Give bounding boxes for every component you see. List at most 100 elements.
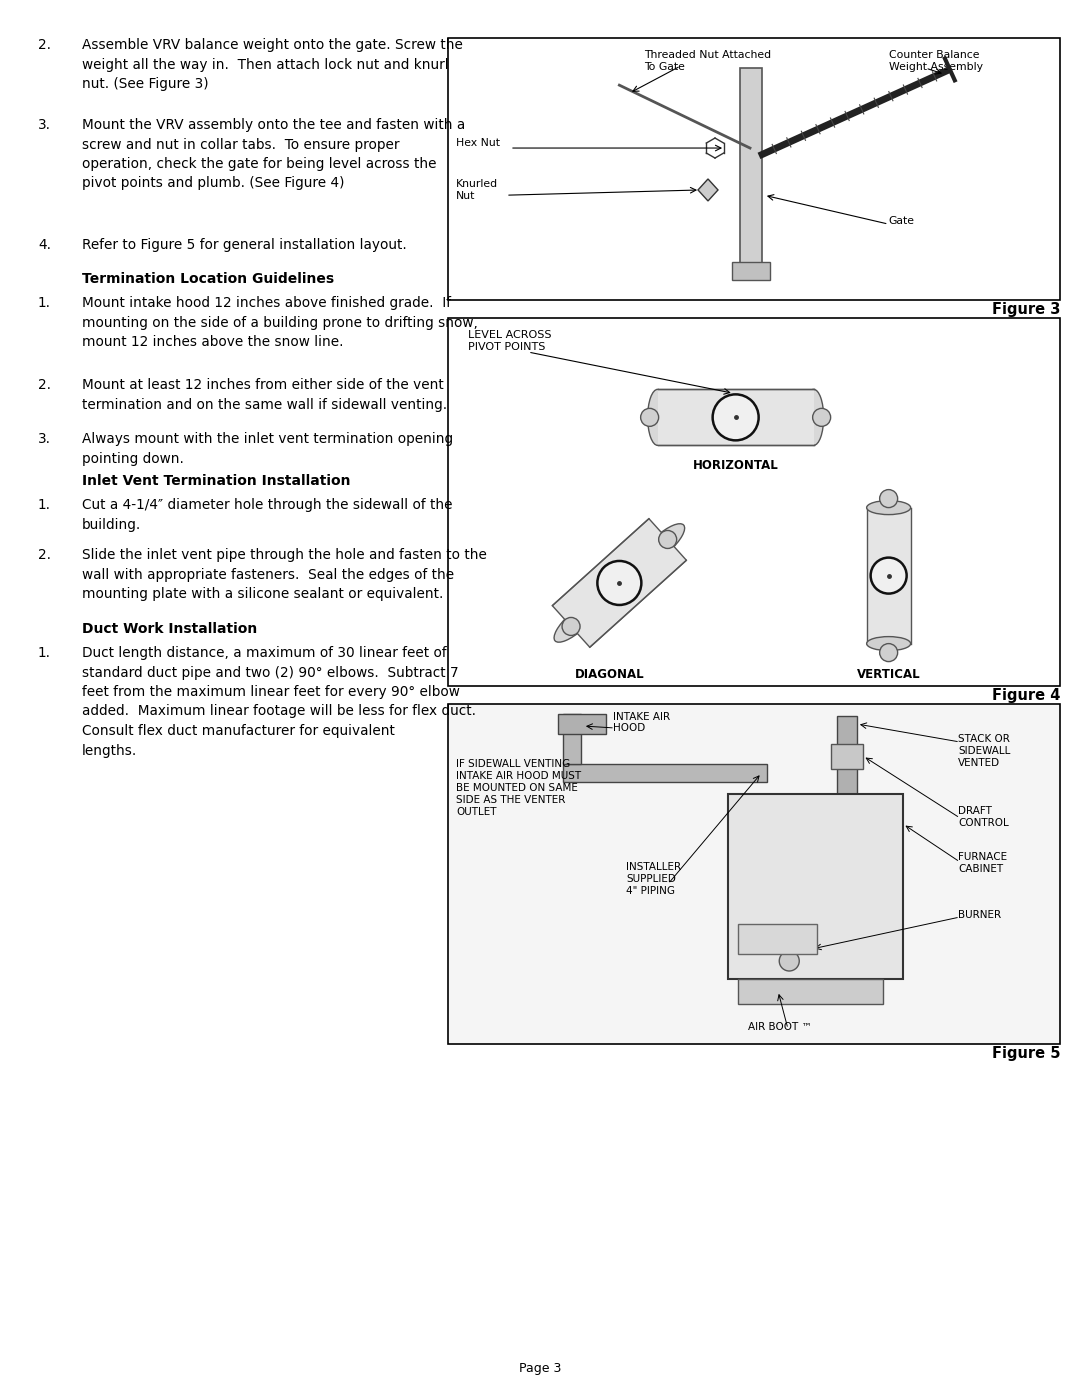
Text: Figure 3: Figure 3 <box>991 302 1059 317</box>
Bar <box>866 507 910 644</box>
Bar <box>563 714 581 764</box>
Bar <box>448 319 1059 686</box>
Text: SIDEWALL: SIDEWALL <box>958 746 1011 756</box>
Text: Figure 4: Figure 4 <box>991 687 1059 703</box>
Text: pointing down.: pointing down. <box>82 451 184 465</box>
Text: Duct length distance, a maximum of 30 linear feet of: Duct length distance, a maximum of 30 li… <box>82 645 447 659</box>
Text: VENTED: VENTED <box>958 759 1000 768</box>
Bar <box>738 979 883 1004</box>
Text: VERTICAL: VERTICAL <box>856 668 920 680</box>
Text: BE MOUNTED ON SAME: BE MOUNTED ON SAME <box>456 782 578 793</box>
Circle shape <box>597 562 642 605</box>
Bar <box>728 793 903 979</box>
Circle shape <box>713 394 758 440</box>
Ellipse shape <box>804 390 824 446</box>
Text: 2.: 2. <box>38 548 51 562</box>
Circle shape <box>562 617 580 636</box>
Circle shape <box>659 531 677 549</box>
Text: Duct Work Installation: Duct Work Installation <box>82 622 257 636</box>
Text: mount 12 inches above the snow line.: mount 12 inches above the snow line. <box>82 335 343 349</box>
Polygon shape <box>698 179 718 201</box>
Text: PIVOT POINTS: PIVOT POINTS <box>468 342 545 352</box>
Text: added.  Maximum linear footage will be less for flex duct.: added. Maximum linear footage will be le… <box>82 704 476 718</box>
Text: 1.: 1. <box>38 645 51 659</box>
Text: Always mount with the inlet vent termination opening: Always mount with the inlet vent termina… <box>82 432 454 446</box>
Text: CONTROL: CONTROL <box>958 819 1009 828</box>
Text: LEVEL ACROSS: LEVEL ACROSS <box>468 330 552 339</box>
Text: mounting on the side of a building prone to drifting snow,: mounting on the side of a building prone… <box>82 316 477 330</box>
Text: 3.: 3. <box>38 117 51 131</box>
Ellipse shape <box>648 390 667 446</box>
Text: Gate: Gate <box>889 217 915 226</box>
Text: pivot points and plumb. (See Figure 4): pivot points and plumb. (See Figure 4) <box>82 176 345 190</box>
Text: Assemble VRV balance weight onto the gate. Screw the: Assemble VRV balance weight onto the gat… <box>82 38 463 52</box>
Text: mounting plate with a silicone sealant or equivalent.: mounting plate with a silicone sealant o… <box>82 587 444 601</box>
Text: To Gate: To Gate <box>644 61 685 73</box>
Text: Threaded Nut Attached: Threaded Nut Attached <box>644 50 771 60</box>
Ellipse shape <box>866 500 910 514</box>
Ellipse shape <box>642 524 685 564</box>
Bar <box>563 764 767 782</box>
Bar <box>448 704 1059 1044</box>
Text: 4" PIPING: 4" PIPING <box>626 886 675 895</box>
Text: Cut a 4-1/4″ diameter hole through the sidewall of the: Cut a 4-1/4″ diameter hole through the s… <box>82 497 453 511</box>
Text: 4.: 4. <box>38 237 51 251</box>
Bar <box>658 390 813 446</box>
Ellipse shape <box>866 637 910 651</box>
Bar <box>831 745 863 768</box>
Text: operation, check the gate for being level across the: operation, check the gate for being leve… <box>82 156 436 170</box>
Text: screw and nut in collar tabs.  To ensure proper: screw and nut in collar tabs. To ensure … <box>82 137 400 151</box>
Bar <box>558 714 606 733</box>
Circle shape <box>870 557 906 594</box>
Circle shape <box>879 644 897 662</box>
Bar <box>837 717 858 793</box>
Bar <box>738 923 816 954</box>
Text: Refer to Figure 5 for general installation layout.: Refer to Figure 5 for general installati… <box>82 237 407 251</box>
Polygon shape <box>552 518 687 647</box>
Circle shape <box>879 489 897 507</box>
Text: 3.: 3. <box>38 432 51 446</box>
Text: HOOD: HOOD <box>613 724 645 733</box>
Text: Inlet Vent Termination Installation: Inlet Vent Termination Installation <box>82 474 351 488</box>
Text: lengths.: lengths. <box>82 743 137 757</box>
Text: INSTALLER: INSTALLER <box>626 862 681 872</box>
Text: wall with appropriate fasteners.  Seal the edges of the: wall with appropriate fasteners. Seal th… <box>82 567 454 581</box>
Text: 2.: 2. <box>38 38 51 52</box>
Text: INTAKE AIR: INTAKE AIR <box>613 712 670 722</box>
Text: Consult flex duct manufacturer for equivalent: Consult flex duct manufacturer for equiv… <box>82 724 395 738</box>
Text: Slide the inlet vent pipe through the hole and fasten to the: Slide the inlet vent pipe through the ho… <box>82 548 487 562</box>
Bar <box>740 68 762 279</box>
Text: 1.: 1. <box>38 497 51 511</box>
Text: building.: building. <box>82 517 141 531</box>
Text: Nut: Nut <box>456 191 475 201</box>
Text: SUPPLIED: SUPPLIED <box>626 875 676 884</box>
Text: Counter Balance: Counter Balance <box>889 50 980 60</box>
Text: 1.: 1. <box>38 296 51 310</box>
Text: DIAGONAL: DIAGONAL <box>575 668 644 680</box>
Text: IF SIDEWALL VENTING: IF SIDEWALL VENTING <box>456 759 570 768</box>
Circle shape <box>640 408 659 426</box>
Circle shape <box>780 951 799 971</box>
Text: standard duct pipe and two (2) 90° elbows.  Subtract 7: standard duct pipe and two (2) 90° elbow… <box>82 665 459 679</box>
Text: Hex Nut: Hex Nut <box>456 137 500 148</box>
Text: FURNACE: FURNACE <box>958 852 1008 862</box>
Text: Mount the VRV assembly onto the tee and fasten with a: Mount the VRV assembly onto the tee and … <box>82 117 465 131</box>
Text: BURNER: BURNER <box>958 909 1001 921</box>
Ellipse shape <box>554 602 597 643</box>
Text: termination and on the same wall if sidewall venting.: termination and on the same wall if side… <box>82 398 447 412</box>
Text: Page 3: Page 3 <box>518 1362 562 1375</box>
Text: STACK OR: STACK OR <box>958 733 1010 745</box>
Text: 2.: 2. <box>38 379 51 393</box>
Text: Weight Assembly: Weight Assembly <box>889 61 983 73</box>
Text: OUTLET: OUTLET <box>456 807 497 817</box>
Text: Figure 5: Figure 5 <box>991 1046 1059 1060</box>
Text: Knurled: Knurled <box>456 179 498 190</box>
Text: HORIZONTAL: HORIZONTAL <box>692 460 779 472</box>
Bar <box>448 38 1059 300</box>
Text: Mount intake hood 12 inches above finished grade.  If: Mount intake hood 12 inches above finish… <box>82 296 451 310</box>
Text: AIR BOOT ™: AIR BOOT ™ <box>748 1023 812 1032</box>
Bar <box>732 263 770 279</box>
Text: nut. (See Figure 3): nut. (See Figure 3) <box>82 77 208 91</box>
Text: DRAFT: DRAFT <box>958 806 991 816</box>
Text: CABINET: CABINET <box>958 863 1003 875</box>
